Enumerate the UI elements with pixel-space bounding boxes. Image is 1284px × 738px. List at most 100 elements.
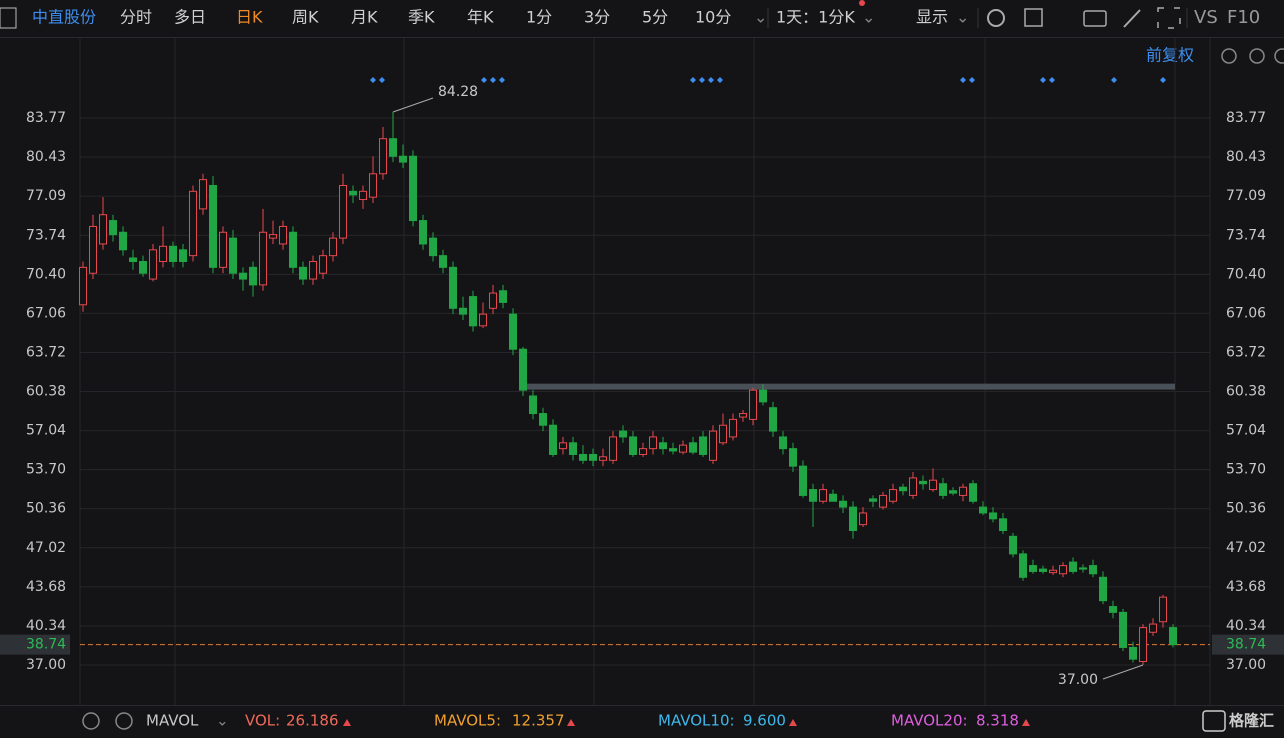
pen-icon[interactable] <box>1123 9 1141 28</box>
candle-body <box>1069 561 1077 572</box>
candle-body <box>1129 646 1137 660</box>
min-leader <box>1102 664 1144 680</box>
candle-body <box>1029 565 1037 572</box>
y-tick-label-left: 40.34 <box>26 618 66 634</box>
y-tick-label-left: 77.09 <box>26 188 66 204</box>
adjust-button[interactable]: 前复权 <box>1146 46 1194 65</box>
candle-body <box>579 453 587 461</box>
candle-body <box>859 512 867 526</box>
candle-body <box>789 448 797 467</box>
logo-text: 格隆汇 <box>1229 712 1274 730</box>
candle-body <box>679 444 687 453</box>
period-tab[interactable]: 1分 <box>526 8 552 27</box>
y-tick-label-right: 77.09 <box>1226 188 1266 204</box>
candle-body <box>979 506 987 514</box>
candle-body <box>369 173 377 198</box>
candle-body <box>449 266 457 309</box>
y-tick-label-left: 50.36 <box>26 501 66 517</box>
period-tab[interactable]: 月K <box>351 8 378 27</box>
y-tick-label-right: 80.43 <box>1226 149 1266 165</box>
y-tick-label-right: 67.06 <box>1226 305 1266 321</box>
candle-body <box>269 234 277 239</box>
period-tab[interactable]: 年K <box>467 8 494 27</box>
draw-box-icon[interactable] <box>1024 8 1043 27</box>
y-tick-label-left: 67.06 <box>26 305 66 321</box>
candle-body <box>1039 568 1047 572</box>
max-leader <box>392 97 434 113</box>
candle-body <box>799 465 807 496</box>
candle-body <box>649 436 657 450</box>
undo-icon[interactable] <box>1221 48 1237 64</box>
period-tab[interactable]: 3分 <box>584 8 610 27</box>
candle-body <box>719 424 727 444</box>
display-arrow[interactable]: ⌄ <box>956 8 969 27</box>
sidebar-toggle[interactable] <box>0 7 17 29</box>
candle-body <box>359 190 367 201</box>
y-tick-label-left: 43.68 <box>26 579 66 595</box>
candle-body <box>349 190 357 196</box>
candle-body <box>889 489 897 502</box>
candle-body <box>1159 596 1167 623</box>
candle-body <box>659 442 667 450</box>
candle-body <box>739 413 747 418</box>
indicator-arrow[interactable]: ⌄ <box>216 712 229 730</box>
zoom-in-icon[interactable] <box>1274 48 1284 64</box>
period-tab[interactable]: 多日 <box>174 8 206 27</box>
display-button[interactable]: 显示 <box>916 8 948 27</box>
tab-more[interactable]: ⌄ <box>754 8 767 27</box>
mavol20-label: MAVOL20: <box>891 712 968 730</box>
period-arrow[interactable]: ⌄ <box>862 8 875 27</box>
camera-icon[interactable] <box>1083 10 1107 27</box>
y-tick-label-right: 50.36 <box>1226 501 1266 517</box>
period-tab[interactable]: 5分 <box>642 8 668 27</box>
candle-body <box>939 483 947 496</box>
period-tab[interactable]: 季K <box>408 8 435 27</box>
candle-body <box>429 237 437 257</box>
candle-body <box>729 418 737 438</box>
y-tick-label-right: 70.40 <box>1226 266 1266 282</box>
candle-body <box>929 479 937 491</box>
period-tab[interactable]: 日K <box>236 8 263 27</box>
candle-body <box>809 489 817 502</box>
period-tab[interactable]: 周K <box>292 8 319 27</box>
mavol20-value: 8.318 <box>976 712 1019 730</box>
f10-button[interactable]: F10 <box>1227 7 1260 28</box>
y-tick-label-left: 63.72 <box>26 344 66 360</box>
candle-body <box>689 442 697 453</box>
mavol10-label: MAVOL10: <box>658 712 735 730</box>
candle-body <box>1139 627 1147 662</box>
y-tick-label-left: 47.02 <box>26 540 66 556</box>
candle-body <box>79 266 87 306</box>
vs-button[interactable]: VS <box>1194 7 1218 28</box>
candle-body <box>389 138 397 157</box>
candle-body <box>619 430 627 438</box>
candle-body <box>1059 565 1067 575</box>
candle-body <box>489 292 497 309</box>
candle-body <box>1109 606 1117 613</box>
up-arrow <box>789 719 797 726</box>
zoom-out-icon[interactable] <box>1249 48 1265 64</box>
mavol10-value: 9.600 <box>743 712 786 730</box>
candle-body <box>479 313 487 327</box>
candle-body <box>829 493 837 502</box>
last-price-box <box>1212 634 1284 655</box>
period-select[interactable]: 1天：1分K <box>776 8 855 27</box>
period-tab[interactable]: 分时 <box>120 8 152 27</box>
candle-body <box>149 249 157 280</box>
indicator-name[interactable]: MAVOL <box>146 712 199 730</box>
y-tick-label-left: 57.04 <box>26 423 66 439</box>
y-tick-label-right: 57.04 <box>1226 423 1266 439</box>
candle-body <box>379 138 387 175</box>
candle-body <box>549 424 557 455</box>
indicator-close[interactable] <box>115 712 133 730</box>
candle-body <box>209 184 217 268</box>
settings-icon[interactable] <box>987 9 1005 27</box>
stock-name[interactable]: 中直股份 <box>32 8 96 27</box>
period-tab[interactable]: 10分 <box>695 8 731 27</box>
candle-body <box>339 184 347 239</box>
fullscreen-icon[interactable] <box>1157 7 1181 29</box>
candle-body <box>1049 569 1057 574</box>
candle-body <box>779 436 787 450</box>
candle-body <box>629 436 637 455</box>
indicator-settings[interactable] <box>82 712 100 730</box>
